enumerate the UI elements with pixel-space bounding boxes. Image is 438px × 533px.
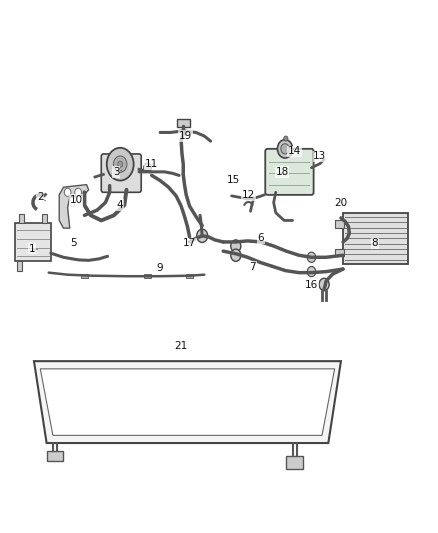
Text: 15: 15 (227, 174, 240, 184)
Text: 13: 13 (313, 151, 327, 161)
Text: 11: 11 (145, 159, 159, 169)
Text: 17: 17 (183, 238, 196, 248)
Circle shape (281, 144, 289, 154)
Circle shape (197, 229, 208, 243)
Circle shape (284, 136, 288, 141)
Text: 7: 7 (249, 262, 256, 271)
Circle shape (231, 240, 241, 252)
Circle shape (307, 266, 316, 277)
Text: 12: 12 (242, 190, 255, 200)
Circle shape (113, 156, 127, 172)
Text: 4: 4 (117, 200, 124, 210)
Text: 2: 2 (37, 192, 44, 203)
Bar (177, 119, 190, 127)
Circle shape (118, 161, 123, 167)
Text: 1: 1 (28, 244, 35, 254)
Bar (46, 451, 64, 461)
Circle shape (144, 163, 151, 172)
Circle shape (64, 188, 71, 196)
Text: 21: 21 (174, 341, 188, 351)
Text: 8: 8 (371, 238, 378, 248)
Circle shape (231, 249, 241, 261)
Polygon shape (34, 361, 341, 443)
Bar (15, 223, 51, 261)
Bar (336, 221, 344, 228)
Text: 10: 10 (70, 195, 83, 205)
Text: 3: 3 (113, 167, 119, 177)
Circle shape (277, 140, 293, 158)
FancyBboxPatch shape (101, 154, 141, 192)
Text: 5: 5 (71, 238, 77, 248)
Text: 16: 16 (305, 280, 318, 290)
Bar (19, 214, 25, 223)
FancyBboxPatch shape (265, 149, 314, 195)
Circle shape (107, 148, 134, 181)
Circle shape (319, 278, 329, 290)
Bar (81, 273, 88, 278)
Text: 9: 9 (157, 263, 163, 272)
Polygon shape (40, 369, 335, 435)
Bar (336, 248, 344, 256)
Bar (286, 456, 303, 469)
Circle shape (307, 252, 316, 262)
Text: 19: 19 (179, 131, 192, 141)
Bar (17, 261, 22, 271)
Circle shape (75, 188, 81, 196)
Text: 20: 20 (334, 198, 347, 207)
Text: 18: 18 (276, 167, 289, 177)
Text: 14: 14 (288, 147, 301, 156)
Polygon shape (59, 184, 88, 228)
Bar (144, 273, 151, 278)
Bar (42, 214, 46, 223)
Bar (343, 213, 408, 264)
Bar (186, 273, 193, 278)
Text: 6: 6 (258, 233, 265, 244)
